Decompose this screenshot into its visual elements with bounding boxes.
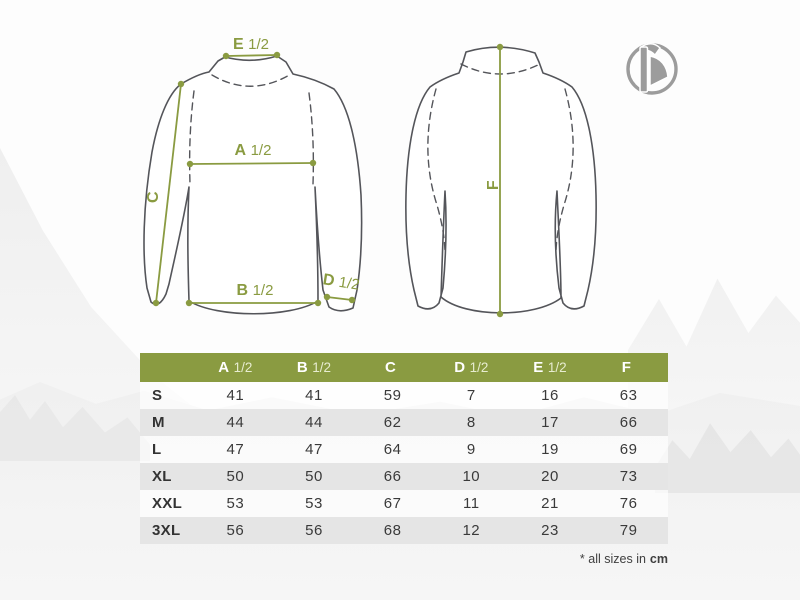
value-cell: 56 <box>305 522 323 539</box>
table-header-row: A 1/2 B 1/2 C D 1/2 E 1/2 F <box>140 353 668 382</box>
value-cell: 67 <box>383 495 402 512</box>
value-cell: 44 <box>226 414 245 431</box>
value-cell: 17 <box>541 414 559 431</box>
value-cell: 12 <box>462 522 481 539</box>
header-size-cell <box>140 353 196 382</box>
size-table-body: S 41 41 59 7 16 63 M 44 44 62 8 17 66 L 47 47 64 9 19 69 XL 50… <box>140 382 668 544</box>
size-cell: 3XL <box>152 522 181 539</box>
value-cell: 63 <box>619 387 638 404</box>
value-cell: 73 <box>619 468 638 485</box>
value-cell: 50 <box>305 468 323 485</box>
label-c: C <box>145 191 162 203</box>
measurement-a: A 1/2 <box>186 142 317 168</box>
value-cell: 44 <box>305 414 323 431</box>
garment-measurement-diagram: E 1/2 A 1/2 B 1/2 C D1/2 <box>143 36 678 318</box>
value-cell: 50 <box>226 468 245 485</box>
value-cell: 23 <box>541 522 559 539</box>
footnote: * all sizes in cm <box>140 552 668 566</box>
back-right-armhole-seam <box>555 88 574 255</box>
column-header-a: A 1/2 <box>218 359 253 376</box>
measurement-b: B 1/2 <box>185 282 322 307</box>
brand-logo-icon <box>626 43 678 95</box>
back-left-armhole-seam <box>427 88 446 255</box>
measurement-d: D1/2 <box>322 271 361 304</box>
table-row: XXL 53 53 67 11 21 76 <box>140 490 668 517</box>
back-garment-outline <box>405 46 597 314</box>
background-ridge-left <box>0 395 150 461</box>
value-cell: 19 <box>541 441 559 458</box>
value-cell: 21 <box>541 495 559 512</box>
back-view-garment <box>405 46 597 314</box>
value-cell: 69 <box>619 441 638 458</box>
label-d: D1/2 <box>322 271 361 294</box>
label-e: E 1/2 <box>233 36 269 53</box>
size-cell: S <box>152 387 163 404</box>
footnote-text: * all sizes in <box>579 552 646 566</box>
value-cell: 9 <box>466 441 476 458</box>
table-row: L 47 47 64 9 19 69 <box>140 436 668 463</box>
measurement-f: F <box>485 43 504 318</box>
table-row: XL 50 50 66 10 20 73 <box>140 463 668 490</box>
column-header-f: F <box>621 359 632 376</box>
column-header-d: D 1/2 <box>454 359 489 376</box>
front-left-armhole-seam <box>188 90 195 185</box>
value-cell: 79 <box>619 522 638 539</box>
size-table: A 1/2 B 1/2 C D 1/2 E 1/2 F S 41 41 59 7 16 63 M 44 4… <box>140 353 668 544</box>
value-cell: 64 <box>383 441 402 458</box>
value-cell: 47 <box>226 441 245 458</box>
value-cell: 41 <box>226 387 245 404</box>
value-cell: 68 <box>383 522 402 539</box>
value-cell: 66 <box>383 468 402 485</box>
label-a: A 1/2 <box>235 142 272 159</box>
column-header-b: B 1/2 <box>296 359 332 376</box>
footnote-unit: cm <box>649 552 668 566</box>
value-cell: 16 <box>541 387 559 404</box>
table-row: M 44 44 62 8 17 66 <box>140 409 668 436</box>
size-cell: L <box>152 441 162 458</box>
value-cell: 7 <box>466 387 476 404</box>
column-header-e: E 1/2 <box>533 359 567 376</box>
column-header-c: C <box>384 359 397 376</box>
value-cell: 59 <box>383 387 402 404</box>
value-cell: 20 <box>541 468 559 485</box>
value-cell: 11 <box>463 495 480 512</box>
label-b: B 1/2 <box>237 282 274 299</box>
label-f: F <box>485 180 502 190</box>
value-cell: 8 <box>466 414 476 431</box>
value-cell: 62 <box>383 414 402 431</box>
value-cell: 10 <box>462 468 481 485</box>
value-cell: 47 <box>305 441 323 458</box>
size-cell: XL <box>152 468 172 485</box>
table-row: 3XL 56 56 68 12 23 79 <box>140 517 668 544</box>
measurement-e: E 1/2 <box>222 36 281 60</box>
size-cell: XXL <box>152 495 183 512</box>
value-cell: 66 <box>619 414 638 431</box>
table-row: S 41 41 59 7 16 63 <box>140 382 668 409</box>
size-cell: M <box>152 414 165 431</box>
measurement-c: C <box>145 80 185 307</box>
value-cell: 56 <box>226 522 245 539</box>
background-ridge-right <box>655 423 800 493</box>
value-cell: 76 <box>619 495 638 512</box>
front-collar-seam <box>211 73 292 87</box>
value-cell: 41 <box>305 387 323 404</box>
value-cell: 53 <box>305 495 323 512</box>
value-cell: 53 <box>226 495 245 512</box>
